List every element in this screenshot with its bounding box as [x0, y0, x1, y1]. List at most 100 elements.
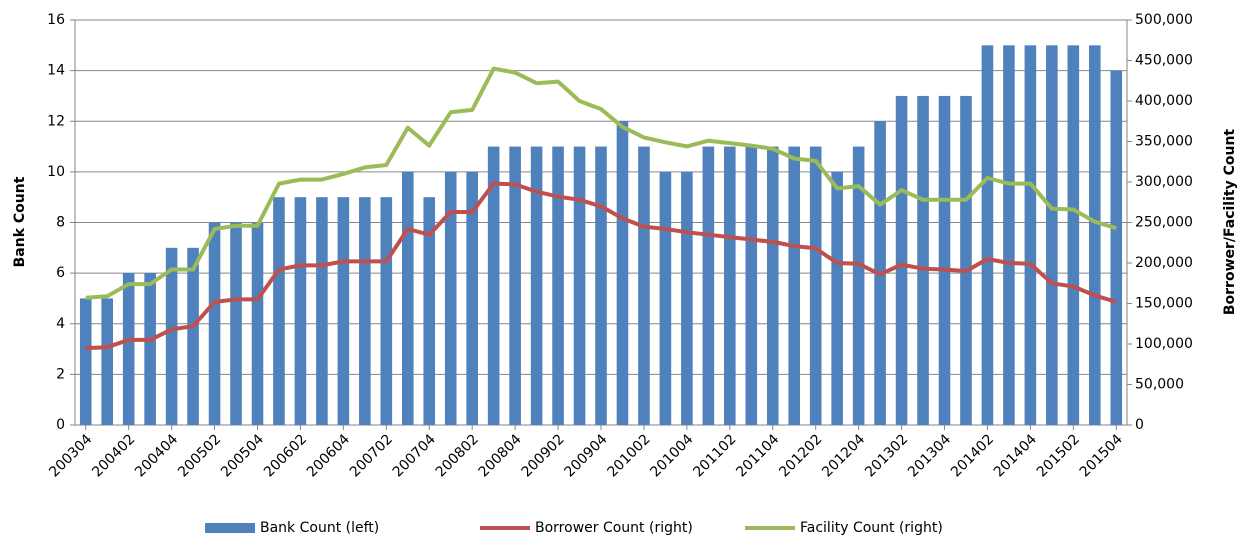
bar [509, 146, 521, 425]
bar [380, 197, 393, 425]
x-tick-label: 201502 [1034, 431, 1083, 480]
bar [487, 146, 500, 425]
x-tick-label: 201304 [905, 431, 954, 480]
bar [724, 146, 736, 425]
bar [1046, 45, 1058, 425]
bar [981, 45, 994, 425]
x-tick-label: 201402 [948, 431, 997, 480]
bar [101, 298, 114, 425]
bar [745, 146, 758, 425]
bar [165, 247, 178, 425]
y-tick-label: 16 [47, 12, 65, 28]
bar [444, 171, 457, 425]
y2-tick-label: 50,000 [1135, 377, 1184, 393]
bar [1024, 45, 1037, 425]
bar [144, 273, 156, 425]
x-tick-label: 200802 [433, 431, 482, 480]
x-tick-label: 200402 [89, 431, 138, 480]
bar [423, 197, 436, 425]
bar [852, 146, 865, 425]
legend-label: Bank Count (left) [260, 520, 379, 536]
bar [1067, 45, 1080, 425]
x-tick-label: 201002 [604, 431, 653, 480]
y-tick-label: 8 [56, 215, 65, 231]
legend-label: Borrower Count (right) [535, 520, 693, 536]
x-tick-label: 200304 [46, 431, 95, 480]
x-tick-label: 201104 [733, 431, 782, 480]
y2-tick-label: 350,000 [1135, 134, 1193, 150]
bar [401, 171, 414, 425]
y-tick-label: 4 [56, 316, 65, 332]
y2-tick-label: 100,000 [1135, 336, 1193, 352]
x-tick-label: 200504 [218, 431, 267, 480]
bar [595, 146, 607, 425]
bar [659, 171, 672, 425]
bar [273, 197, 285, 425]
bar [359, 197, 371, 425]
bar [702, 146, 715, 425]
bar [208, 222, 221, 425]
x-tick-label: 200602 [261, 431, 310, 480]
y2-tick-label: 0 [1135, 417, 1144, 433]
x-tick-label: 201302 [862, 431, 911, 480]
y2-tick-label: 500,000 [1135, 12, 1193, 28]
y2-tick-label: 250,000 [1135, 215, 1193, 231]
x-tick-label: 200704 [390, 431, 439, 480]
bar [960, 95, 972, 425]
x-tick-label: 201404 [991, 431, 1040, 480]
bar [917, 95, 929, 425]
y-tick-label: 0 [56, 417, 65, 433]
bar [230, 222, 242, 425]
y-tick-label: 10 [47, 164, 65, 180]
y-tick-label: 12 [47, 113, 65, 129]
bar [337, 197, 350, 425]
y2-tick-label: 150,000 [1135, 296, 1193, 312]
bar [122, 273, 135, 425]
x-tick-label: 200904 [562, 431, 611, 480]
x-tick-label: 200804 [476, 431, 525, 480]
y2-tick-label: 300,000 [1135, 174, 1193, 190]
y-tick-label: 2 [56, 366, 65, 382]
x-tick-label: 201204 [819, 431, 868, 480]
bar [809, 146, 822, 425]
bar [79, 298, 92, 425]
y2-tick-label: 400,000 [1135, 93, 1193, 109]
bar [681, 171, 693, 425]
x-tick-label: 200604 [304, 431, 353, 480]
bar [1110, 70, 1123, 425]
x-tick-label: 200502 [175, 431, 224, 480]
x-tick-label: 201202 [776, 431, 825, 480]
bar [1088, 45, 1101, 425]
bar [187, 247, 199, 425]
bar [1003, 45, 1015, 425]
y-tick-label: 14 [47, 63, 65, 79]
bar [938, 95, 951, 425]
bar [638, 146, 650, 425]
legend-label: Facility Count (right) [800, 520, 943, 536]
x-tick-label: 201102 [690, 431, 739, 480]
x-tick-label: 201004 [647, 431, 696, 480]
line [85, 181, 1117, 351]
y-axis-title: Bank Count [12, 176, 28, 267]
line [85, 66, 1117, 300]
y2-tick-label: 200,000 [1135, 255, 1193, 271]
bar [466, 171, 478, 425]
x-tick-label: 200902 [519, 431, 568, 480]
y2-axis-title: Borrower/Facility Count [1222, 129, 1238, 316]
bar [251, 222, 264, 425]
y-tick-label: 6 [56, 265, 65, 281]
bar [831, 171, 843, 425]
x-tick-label: 200702 [347, 431, 396, 480]
bar [616, 121, 629, 425]
bar [766, 146, 779, 425]
x-tick-label: 200404 [132, 431, 181, 480]
bar [530, 146, 543, 425]
bar [316, 197, 328, 425]
bar [788, 146, 801, 425]
bar [573, 146, 586, 425]
legend-swatch [205, 523, 255, 533]
bar [294, 197, 307, 425]
x-tick-label: 201504 [1077, 431, 1126, 480]
bar [552, 146, 564, 425]
